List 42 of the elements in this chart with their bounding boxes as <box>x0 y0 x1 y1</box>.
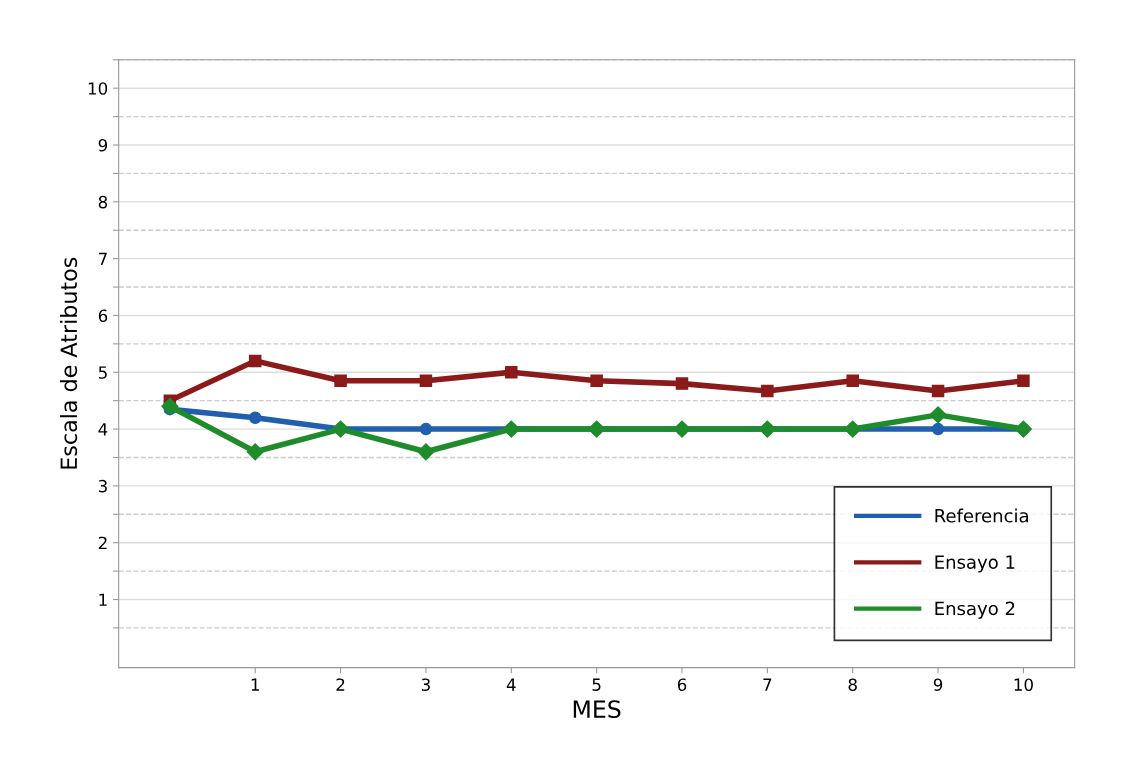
x-tick-label: 5 <box>592 678 601 691</box>
y-tick-label: 10 <box>88 82 108 95</box>
point <box>505 366 518 379</box>
x-tick-label: 6 <box>677 678 687 691</box>
point <box>248 354 262 368</box>
x-tick-label: 3 <box>421 678 430 691</box>
point <box>761 384 774 398</box>
y-tick-label: 9 <box>98 138 108 152</box>
point <box>419 374 433 388</box>
x-axis-title: MES <box>573 700 621 719</box>
y-tick-label: 3 <box>98 479 107 493</box>
x-tick-label: 2 <box>336 678 345 691</box>
point <box>931 384 945 398</box>
y-tick-label: 2 <box>98 536 107 550</box>
point <box>590 374 603 388</box>
legend-label: Ensayo 1 <box>935 555 1015 573</box>
y-axis-title: Escala de Atributos <box>59 257 78 469</box>
legend-label: Referencia <box>935 508 1028 523</box>
point <box>931 422 945 436</box>
point <box>419 422 433 436</box>
y-tick-label: 4 <box>98 423 108 436</box>
x-tick-label: 10 <box>1014 678 1033 691</box>
y-tick-label: 5 <box>98 366 107 379</box>
point <box>334 374 347 388</box>
x-tick-label: 9 <box>933 678 943 691</box>
point <box>246 443 264 461</box>
point <box>248 411 262 424</box>
y-tick-label: 1 <box>99 593 107 606</box>
x-tick-label: 8 <box>848 678 857 691</box>
point <box>675 377 689 390</box>
x-tick-label: 4 <box>506 678 516 691</box>
point <box>161 397 179 415</box>
point <box>417 443 435 461</box>
y-tick-label: 8 <box>98 195 108 209</box>
legend-label: Ensayo 2 <box>935 601 1015 619</box>
point <box>929 406 947 424</box>
y-tick-label: 6 <box>98 309 108 323</box>
x-tick-label: 7 <box>763 678 772 691</box>
point <box>846 374 859 388</box>
x-tick-label: 1 <box>251 678 259 691</box>
y-tick-label: 7 <box>99 252 107 265</box>
point <box>1017 374 1030 388</box>
